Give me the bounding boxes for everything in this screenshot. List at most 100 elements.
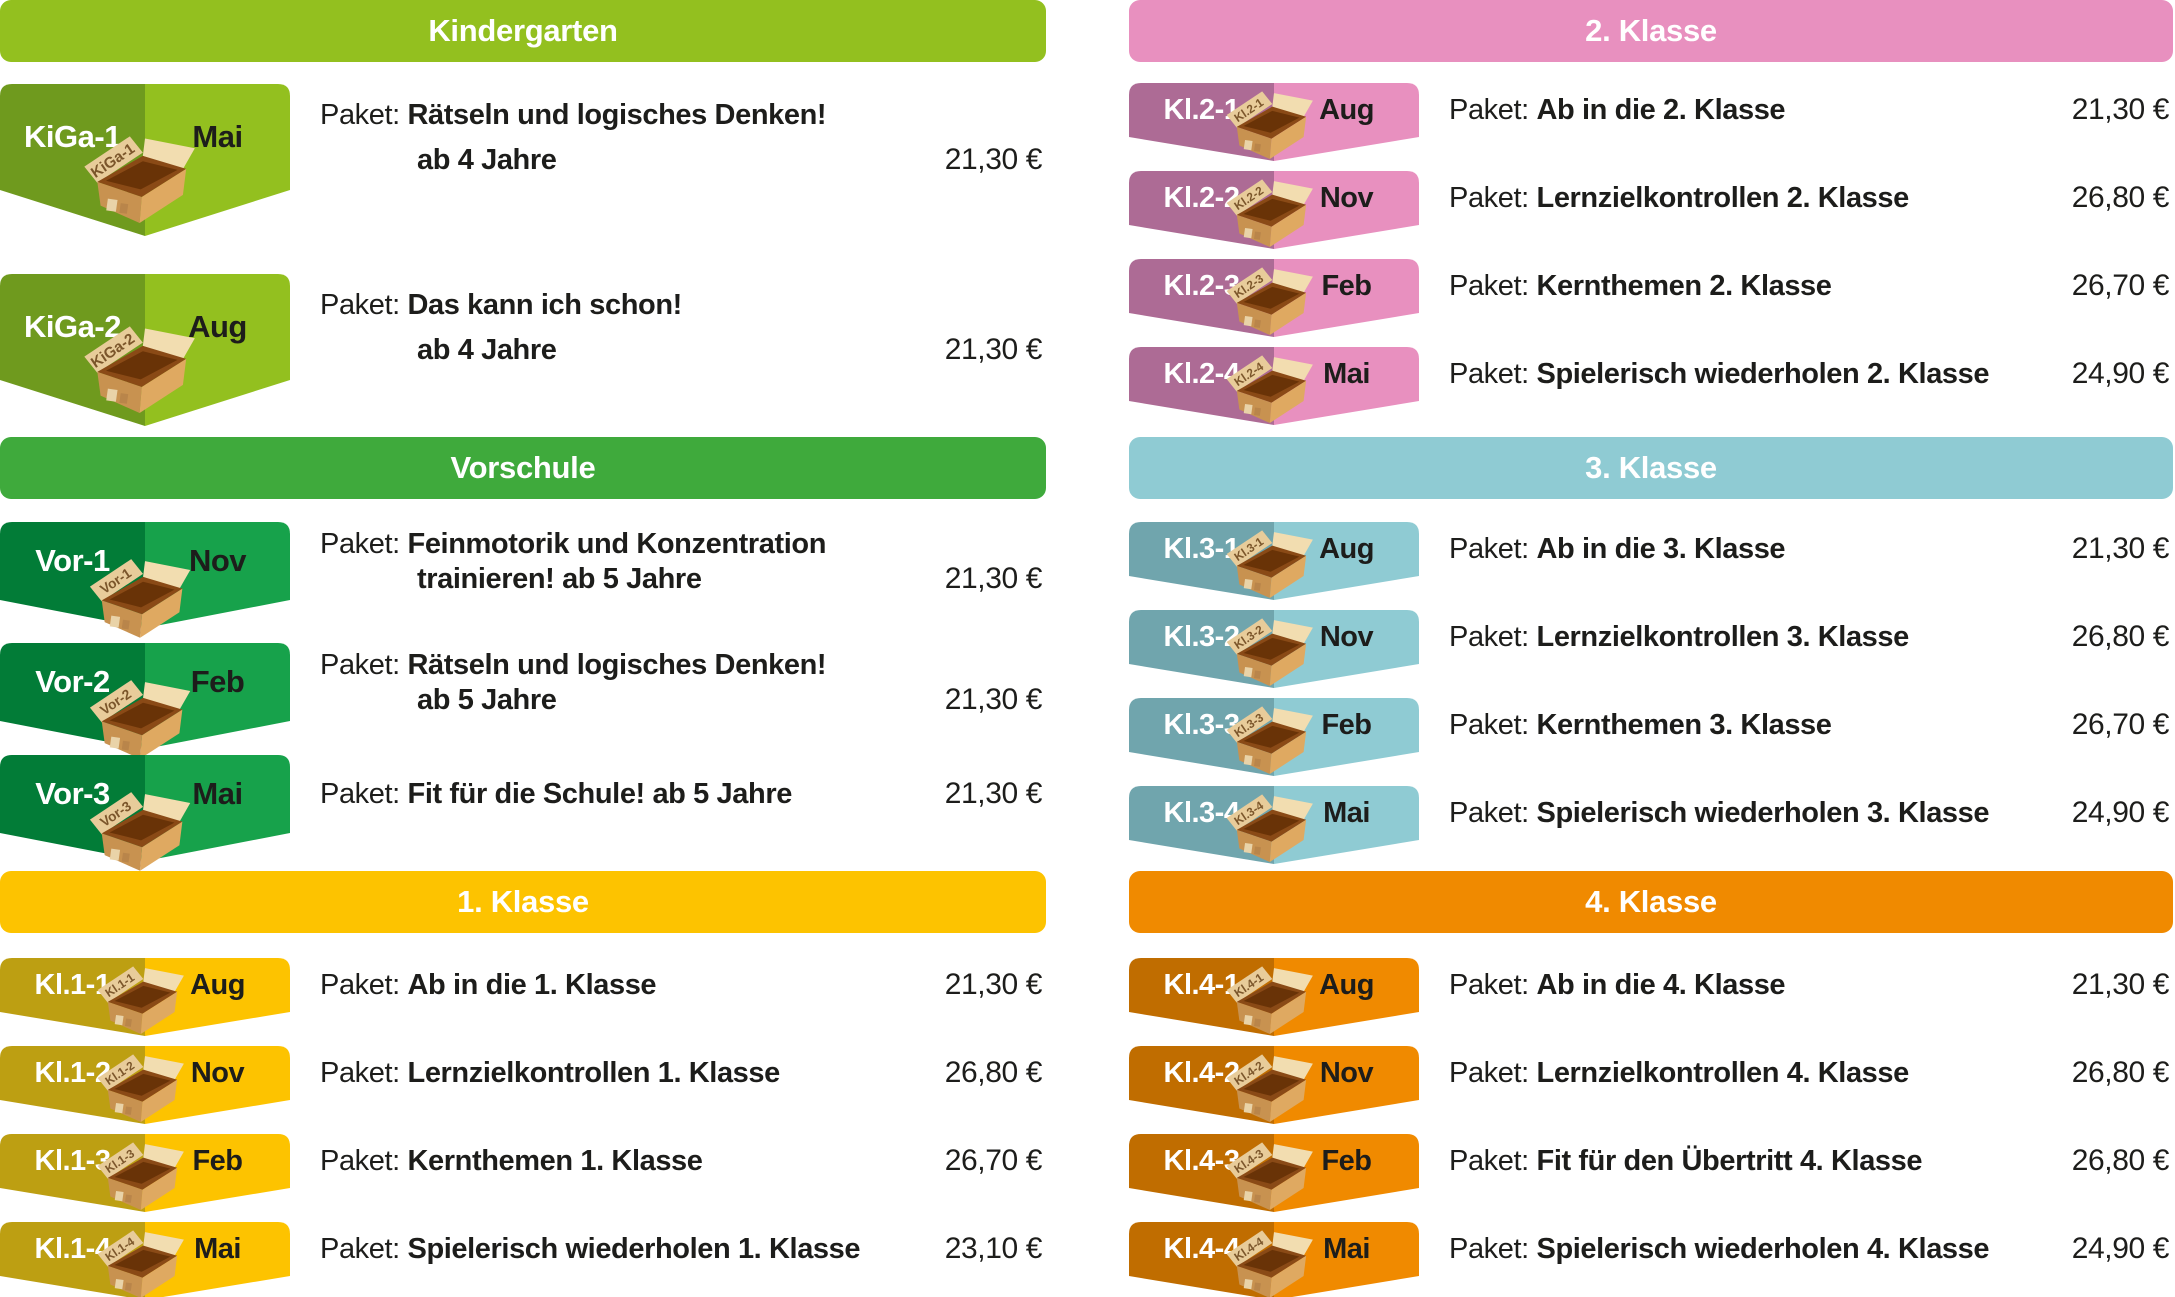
package-badge: Vor-1 Nov Vor-1 [0,522,290,638]
package-name: Lernzielkontrollen 4. Klasse [1536,1057,1910,1089]
product-row: Kl.3-3 Feb Kl.3-3 Paket: Kernthemen 3. Kl… [1129,698,2173,776]
package-name: Fit für die Schule! ab 5 Jahre [407,778,793,810]
package-name: Spielerisch wiederholen 2. Klasse [1536,358,1990,390]
package-name: Ab in die 1. Klasse [407,969,657,1001]
package-badge: Kl.2-4 Mai Kl.2-4 [1129,347,1419,425]
package-title-line: Paket: Ab in die 4. Klasse [1449,968,1786,1002]
package-title-line: Paket: Rätseln und logisches Denken! [320,648,827,682]
product-row: Kl.4-4 Mai Kl.4-4 Paket: Spielerisch wied… [1129,1222,2173,1297]
badge-month-label: Aug [188,309,247,344]
package-subline: ab 4 Jahre [417,144,557,176]
package-title-line: Paket: Spielerisch wiederholen 4. Klasse [1449,1232,1990,1266]
product-row: KiGa-2 Aug KiGa-2 Paket: Das kann ich sch… [0,274,1046,426]
badge-month-label: Nov [1319,182,1374,214]
price-label: 26,70 € [2071,269,2170,302]
badge-code-label: Kl.1-1 [34,969,111,1001]
package-prefix: Paket: [1449,621,1529,653]
package-title-line: Paket: Ab in die 3. Klasse [1449,532,1786,566]
package-prefix: Paket: [1449,358,1529,390]
price-label: 24,90 € [2071,1232,2170,1265]
package-name: Spielerisch wiederholen 4. Klasse [1536,1233,1990,1265]
product-row: KiGa-1 Mai KiGa-1 Paket: Rätseln und logi… [0,84,1046,236]
package-badge: Kl.4-4 Mai Kl.4-4 [1129,1222,1419,1297]
package-subline: ab 4 Jahre [417,334,557,366]
package-prefix: Paket: [320,1145,400,1177]
package-badge: Kl.2-1 Aug Kl.2-1 [1129,83,1419,161]
package-prefix: Paket: [320,528,400,560]
open-cardboard-box-icon: Kl.3-3 [1223,703,1325,774]
package-badge: Kl.4-1 Aug Kl.4-1 [1129,958,1419,1036]
product-row: Kl.4-3 Feb Kl.4-3 Paket: Fit für den Über… [1129,1134,2173,1212]
section-header: 3. Klasse [1129,437,2173,499]
price-label: 26,80 € [944,1056,1043,1089]
package-title-line: Paket: Ab in die 1. Klasse [320,968,657,1002]
package-name: Ab in die 3. Klasse [1536,533,1786,565]
badge-code-label: Vor-2 [35,664,110,699]
package-prefix: Paket: [1449,797,1529,829]
section-header: Kindergarten [0,0,1046,62]
package-prefix: Paket: [1449,709,1529,741]
package-title-line: Paket: Lernzielkontrollen 4. Klasse [1449,1056,1909,1090]
badge-code-label: Kl.4-1 [1163,969,1240,1001]
column-right: 2. Klasse Kl.2-1 Aug Kl.2-1 Paket: Ab in … [1129,0,2173,1297]
package-name: Fit für den Übertritt 4. Klasse [1536,1145,1923,1177]
package-badge: Kl.4-3 Feb Kl.4-3 [1129,1134,1419,1212]
product-row: Vor-2 Feb Vor-2 Paket: Rätseln und logisc… [0,643,1046,759]
open-cardboard-box-icon: Kl.2-4 [1223,352,1325,423]
price-label: 21,30 € [944,143,1043,176]
package-title-line: Paket: Kernthemen 3. Klasse [1449,708,1832,742]
product-row: Kl.2-1 Aug Kl.2-1 Paket: Ab in die 2. Kla… [1129,83,2173,161]
badge-code-label: Vor-3 [35,776,110,811]
open-cardboard-box-icon: KiGa-1 [80,132,210,223]
package-prefix: Paket: [1449,969,1529,1001]
badge-code-label: Kl.4-2 [1163,1057,1240,1089]
price-label: 21,30 € [2071,968,2170,1001]
price-label: 26,70 € [944,1144,1043,1177]
package-prefix: Paket: [320,1233,400,1265]
package-prefix: Paket: [320,1057,400,1089]
badge-code-label: Kl.2-4 [1163,358,1240,390]
package-title-line: Paket: Spielerisch wiederholen 2. Klasse [1449,357,1990,391]
badge-month-label: Feb [1321,270,1372,302]
package-name: Kernthemen 2. Klasse [1536,270,1832,302]
package-badge: Kl.1-2 Nov Kl.1-2 [0,1046,290,1124]
badge-month-label: Mai [194,1233,241,1265]
package-name: Kernthemen 3. Klasse [1536,709,1832,741]
badge-month-label: Mai [1323,1233,1370,1265]
badge-code-label: Kl.4-3 [1163,1145,1240,1177]
price-label: 21,30 € [944,683,1043,716]
package-title-line: Paket: Rätseln und logisches Denken! [320,98,827,132]
product-row: Kl.2-3 Feb Kl.2-3 Paket: Kernthemen 2. Kl… [1129,259,2173,337]
product-row: Kl.3-4 Mai Kl.3-4 Paket: Spielerisch wied… [1129,786,2173,864]
product-row: Vor-3 Mai Vor-3 Paket: Fit für die Schule… [0,755,1046,871]
open-cardboard-box-icon: Kl.4-3 [1223,1139,1325,1210]
badge-month-label: Feb [1321,1145,1372,1177]
open-cardboard-box-icon: Kl.4-2 [1223,1051,1325,1122]
badge-month-label: Aug [1319,969,1374,1001]
badge-code-label: Kl.2-1 [1163,94,1240,126]
badge-month-label: Feb [192,1145,243,1177]
price-label: 26,70 € [2071,708,2170,741]
badge-month-label: Nov [190,1057,245,1089]
badge-month-label: Mai [192,776,243,811]
package-prefix: Paket: [320,99,400,131]
package-title-line: Paket: Lernzielkontrollen 2. Klasse [1449,181,1909,215]
column-left: Kindergarten KiGa-1 Mai KiGa-1 Paket: Rät… [0,0,1046,1297]
badge-month-label: Feb [1321,709,1372,741]
package-prefix: Paket: [1449,533,1529,565]
price-label: 21,30 € [944,777,1043,810]
package-badge: Kl.3-1 Aug Kl.3-1 [1129,522,1419,600]
product-row: Vor-1 Nov Vor-1 Paket: Feinmotorik und Ko… [0,522,1046,638]
open-cardboard-box-icon: Kl.1-1 [94,963,196,1034]
badge-month-label: Nov [1319,1057,1374,1089]
badge-month-label: Nov [1319,621,1374,653]
open-cardboard-box-icon: Kl.4-4 [1223,1227,1325,1297]
package-badge: Kl.1-3 Feb Kl.1-3 [0,1134,290,1212]
section-header: 4. Klasse [1129,871,2173,933]
open-cardboard-box-icon: Kl.4-1 [1223,963,1325,1034]
package-prefix: Paket: [1449,1057,1529,1089]
badge-month-label: Mai [1323,797,1370,829]
badge-code-label: Kl.2-2 [1163,182,1240,214]
product-row: Kl.1-2 Nov Kl.1-2 Paket: Lernzielkontroll… [0,1046,1046,1124]
